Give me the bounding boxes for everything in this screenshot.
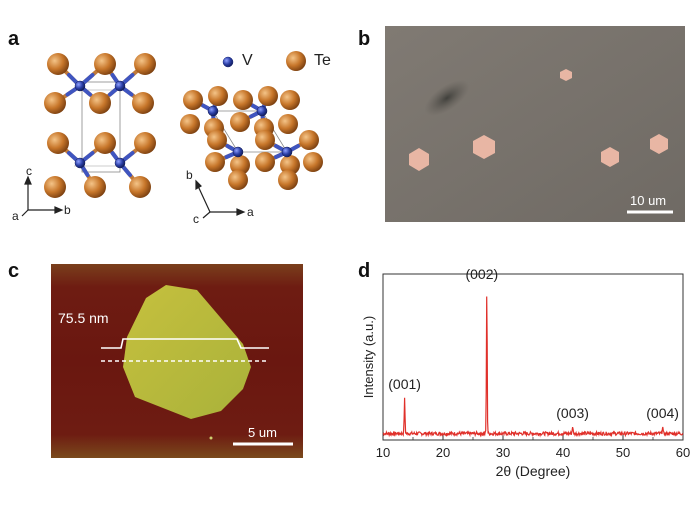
xrd-tick-labels: 10 20 30 40 50 60 — [376, 445, 690, 460]
te-atom — [228, 170, 248, 190]
unit-cell — [81, 81, 121, 173]
te-atom — [129, 176, 151, 198]
te-atom — [134, 132, 156, 154]
xrd-axes — [382, 273, 684, 441]
v-atom — [256, 105, 268, 117]
flake-1 — [409, 148, 429, 171]
axis-a-right: a — [247, 205, 254, 219]
x-tick-label: 40 — [556, 445, 570, 460]
x-tick-label: 30 — [496, 445, 510, 460]
te-atom — [44, 92, 66, 114]
optical-microscope-image — [385, 26, 685, 222]
xrd-y-axis-label: Intensity (a.u.) — [361, 316, 376, 398]
axes-indicator-left — [21, 175, 64, 217]
v-atom — [74, 80, 86, 92]
te-atom — [303, 152, 323, 172]
te-atom — [132, 92, 154, 114]
axis-a-left: a — [12, 209, 19, 223]
te-atom — [230, 155, 250, 175]
x-tick-label: 50 — [616, 445, 630, 460]
scalebar-b-label: 10 um — [630, 193, 667, 208]
axis-b-right: b — [186, 168, 193, 182]
peak-label: (001) — [388, 376, 421, 392]
te-atom — [207, 130, 227, 150]
te-atom — [255, 152, 275, 172]
afm-flake — [123, 285, 251, 419]
xrd-x-axis-label: 2θ (Degree) — [496, 463, 571, 479]
v-atom — [114, 80, 126, 92]
x-tick-label: 20 — [436, 445, 450, 460]
xrd-pattern-line — [382, 296, 684, 438]
flake-4 — [650, 134, 668, 154]
panel-a-letter: a — [8, 28, 20, 50]
te-atom — [299, 130, 319, 150]
x-tick-label: 60 — [676, 445, 690, 460]
v-atom — [232, 146, 244, 158]
te-atom — [183, 90, 203, 110]
peak-label: (002) — [465, 266, 498, 282]
v-atom — [207, 105, 219, 117]
top-view-structure — [180, 86, 323, 190]
axis-c-left: c — [26, 164, 32, 178]
flake-2 — [473, 135, 495, 159]
peak-label: (003) — [556, 405, 589, 421]
te-atom-legend-icon — [286, 51, 306, 71]
axis-b-left: b — [64, 203, 71, 217]
axis-c-right: c — [193, 212, 199, 226]
te-atom — [180, 114, 200, 134]
axes-indicator-right — [195, 179, 246, 219]
peak-label: (004) — [646, 405, 679, 421]
xrd-peak-labels: (001) (002) (003) (004) — [388, 266, 679, 421]
afm-image — [51, 264, 303, 458]
v-atom-legend-icon — [222, 56, 234, 68]
te-atom — [280, 155, 300, 175]
te-atom — [94, 132, 116, 154]
te-legend-label: Te — [314, 52, 331, 69]
te-atom — [44, 176, 66, 198]
te-atom — [258, 86, 278, 106]
te-atom — [47, 53, 69, 75]
v-atom — [281, 146, 293, 158]
te-atom — [134, 53, 156, 75]
panel-b-letter: b — [358, 28, 371, 50]
v-atom — [114, 157, 126, 169]
panel-c-letter: c — [8, 260, 20, 282]
te-atom — [89, 92, 111, 114]
te-atom — [233, 90, 253, 110]
dark-flake — [424, 80, 470, 116]
afm-height-label: 75.5 nm — [58, 310, 109, 326]
scalebar-c-label: 5 um — [248, 425, 277, 440]
panel-d-letter: d — [358, 260, 371, 282]
te-atom — [255, 130, 275, 150]
height-profile — [101, 338, 269, 349]
te-atom — [230, 112, 250, 132]
xrd-chart: (001) (002) (003) (004) 10 20 30 40 50 60 2θ (De… — [361, 266, 690, 479]
v-legend-label: V — [242, 52, 253, 69]
te-atom — [278, 114, 298, 134]
te-atom — [94, 53, 116, 75]
crystal-structure-diagram — [21, 53, 323, 219]
x-tick-label: 10 — [376, 445, 390, 460]
te-atom — [278, 170, 298, 190]
side-view-structure — [44, 53, 156, 198]
te-atom — [205, 152, 225, 172]
te-atom — [208, 86, 228, 106]
flake-small — [560, 69, 572, 81]
flake-3 — [601, 147, 619, 167]
te-atom — [280, 90, 300, 110]
te-atom — [84, 176, 106, 198]
te-atom — [47, 132, 69, 154]
v-atom — [74, 157, 86, 169]
